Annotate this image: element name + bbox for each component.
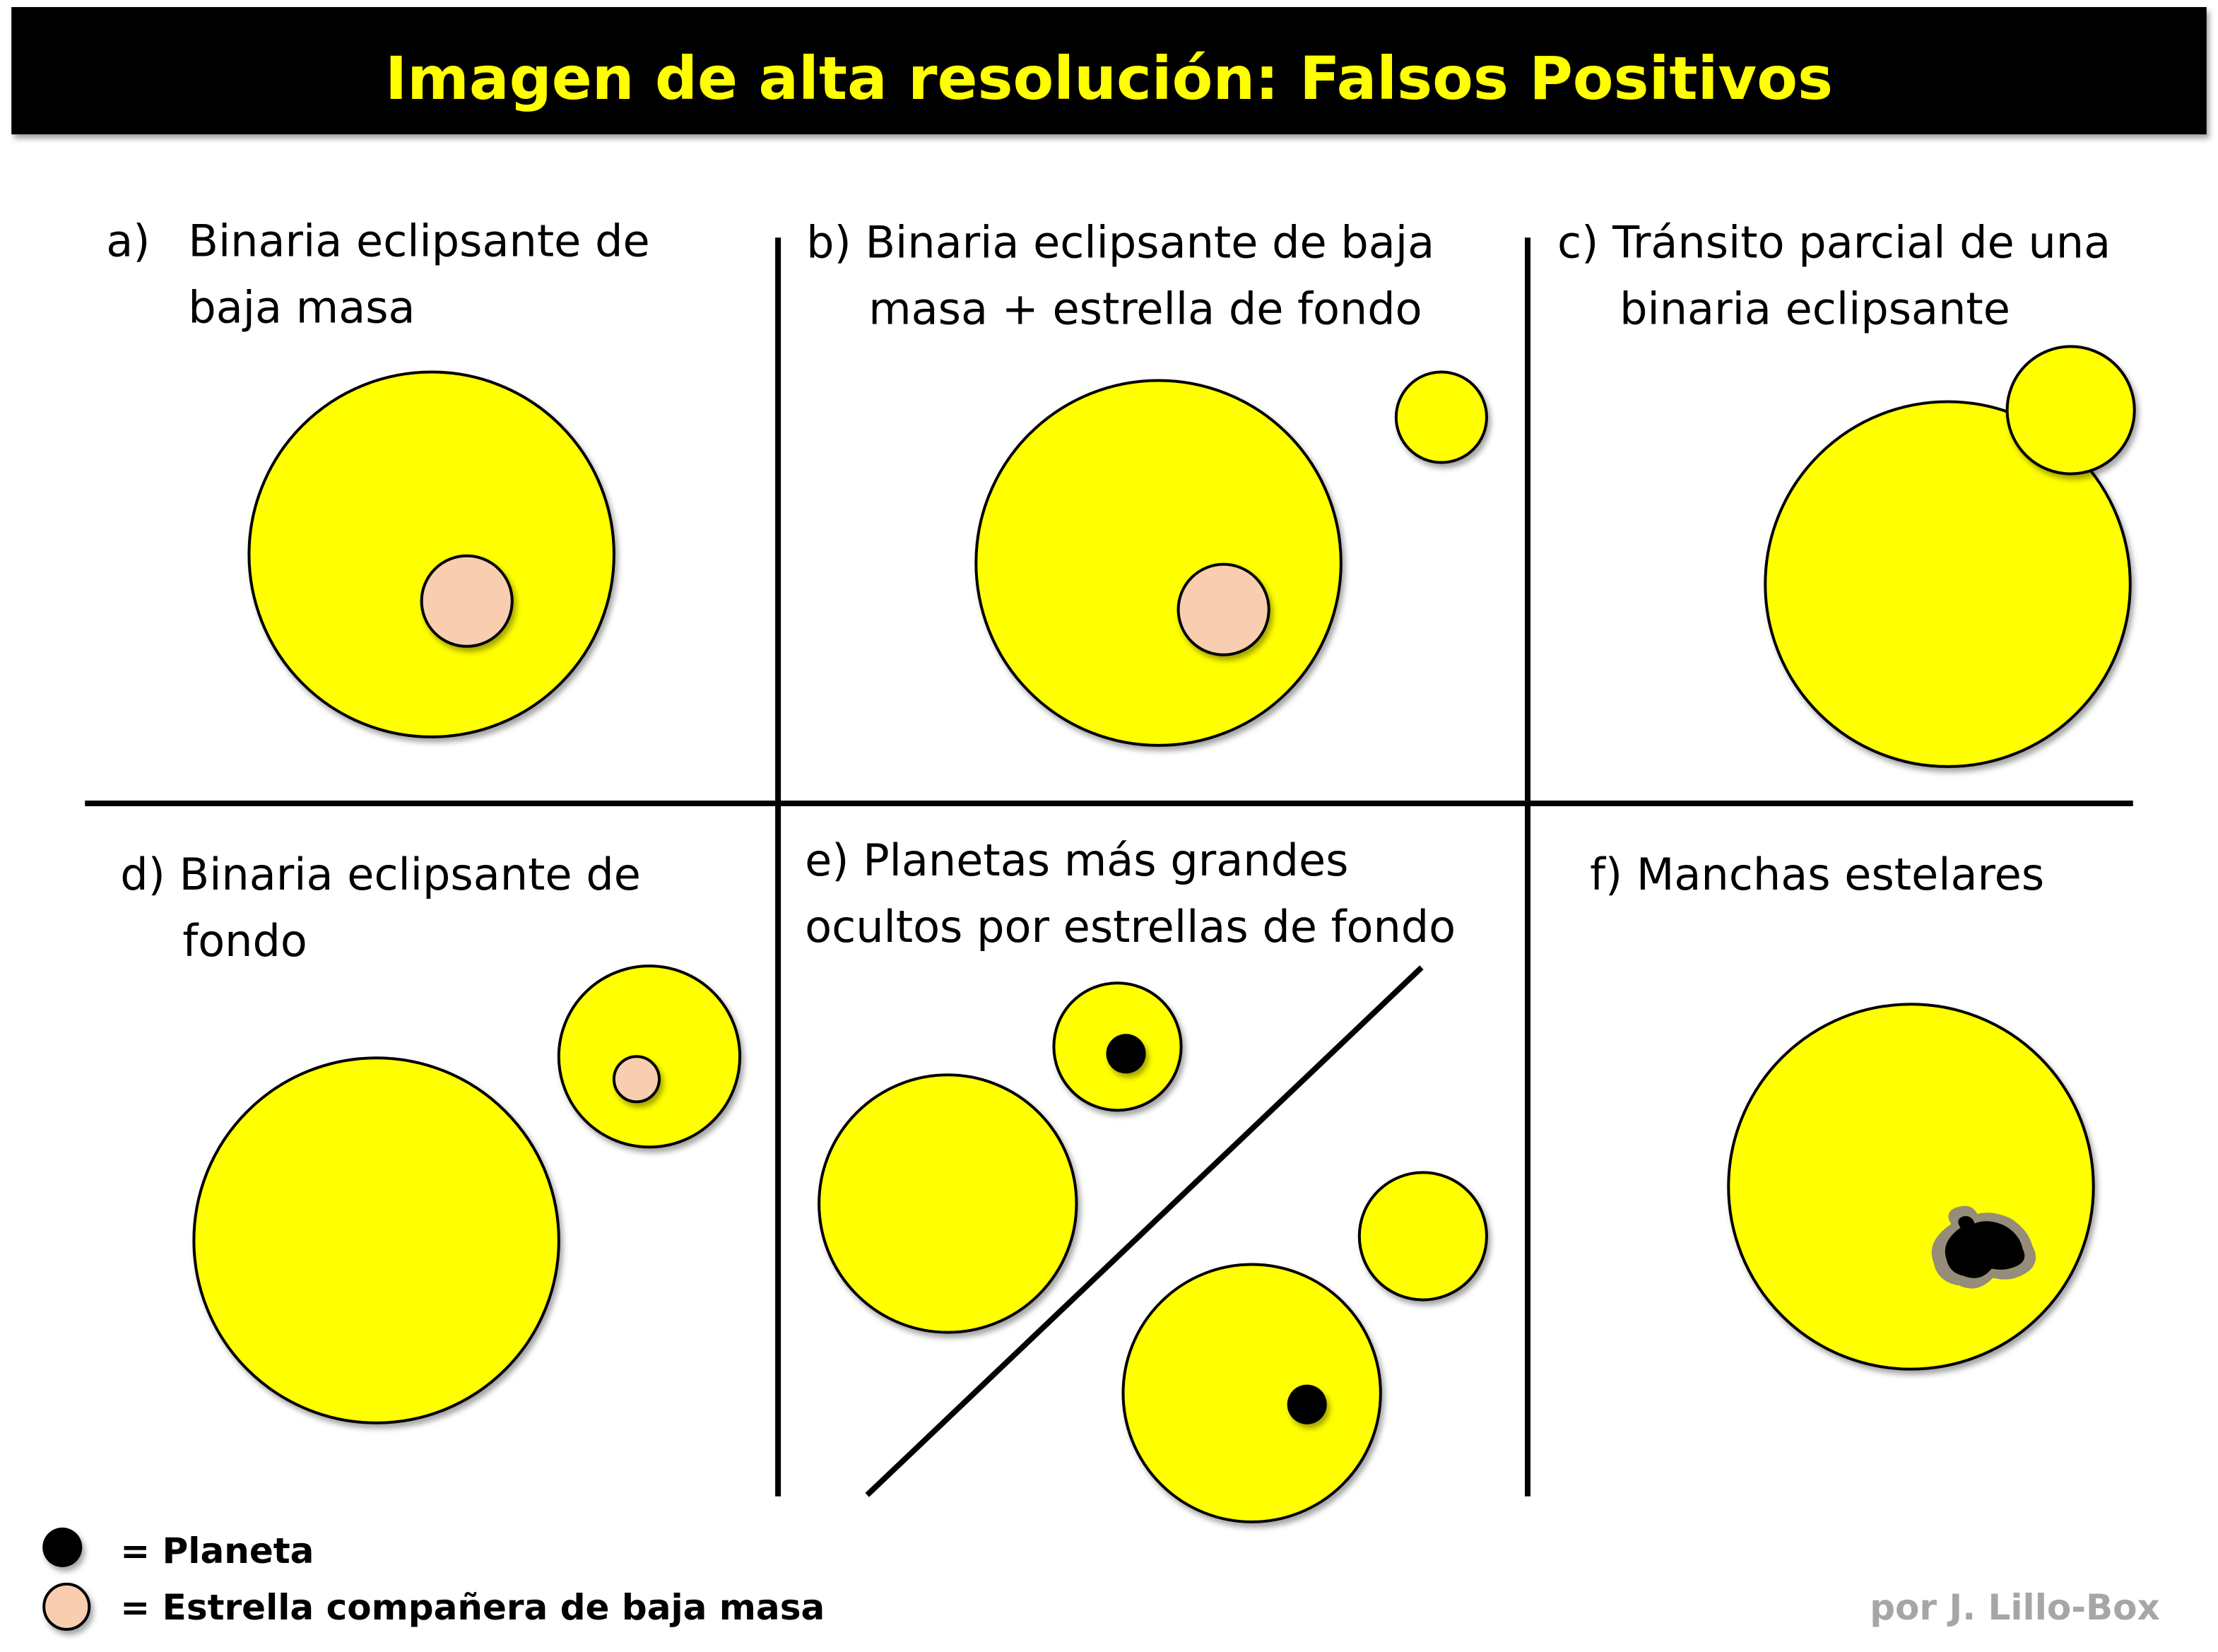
panel-e-caption-line2: ocultos por estrellas de fondo (805, 901, 1456, 952)
background-eclipsing-binary (557, 964, 742, 1149)
primary-star (974, 379, 1343, 747)
low-mass-companion (612, 1055, 661, 1104)
panel-a-caption-line2: baja masa (188, 281, 415, 333)
legend-planet-label: = Planeta (120, 1530, 314, 1571)
spotted-star (1727, 1003, 2095, 1371)
panel-d-caption-line2: fondo (182, 915, 307, 967)
author-credit: por J. Lillo-Box (1870, 1587, 2160, 1628)
target-star-small (1357, 1171, 1488, 1302)
companion-legend-icon (42, 1582, 91, 1631)
primary-star (1764, 400, 2132, 768)
panel-e-caption-line1: e) Planetas más grandes (805, 834, 1348, 886)
planet (1106, 1034, 1146, 1074)
panel-c-caption-line1: c) Tránsito parcial de una (1557, 216, 2111, 268)
panel-e: e) Planetas más grandes ocultos por estr… (805, 834, 1488, 1523)
grazing-companion-star (2005, 345, 2136, 476)
background-star (1394, 370, 1488, 464)
panel-d: d) Binaria eclipsante de fondo (120, 849, 742, 1424)
target-star (818, 1073, 1078, 1334)
starspot (1931, 1205, 2036, 1289)
panel-b-caption-line2: masa + estrella de fondo (868, 283, 1422, 334)
panel-c: c) Tránsito parcial de una binaria eclip… (1557, 216, 2136, 768)
primary-star (247, 370, 615, 738)
target-star (192, 1056, 560, 1424)
panel-d-caption-line1: d) Binaria eclipsante de (120, 849, 641, 900)
page-title: Imagen de alta resolución: Falsos Positi… (385, 44, 1833, 113)
panel-b: b) Binaria eclipsante de baja masa + est… (806, 216, 1488, 747)
panel-a-letter: a) (106, 215, 150, 266)
planet-legend-icon (42, 1527, 83, 1567)
panel-f-caption: f) Manchas estelares (1590, 849, 2044, 900)
panel-c-caption-line2: binaria eclipsante (1620, 283, 2010, 334)
legend-companion-label: = Estrella compañera de baja masa (120, 1587, 825, 1628)
diagonal-separator (865, 965, 1424, 1497)
title-bar: Imagen de alta resolución: Falsos Positi… (11, 7, 2207, 135)
planet (1287, 1384, 1327, 1424)
panel-a: a) Binaria eclipsante de baja masa (106, 215, 650, 738)
title-background (11, 7, 2207, 135)
low-mass-companion (420, 554, 514, 648)
legend: = Planeta = Estrella compañera de baja m… (42, 1527, 825, 1631)
panel-a-caption-line1: Binaria eclipsante de (188, 215, 649, 266)
panel-b-caption-line1: b) Binaria eclipsante de baja (806, 216, 1434, 268)
low-mass-companion (1176, 562, 1270, 656)
panel-f: f) Manchas estelares (1590, 849, 2095, 1371)
background-star-large (1121, 1263, 1382, 1523)
